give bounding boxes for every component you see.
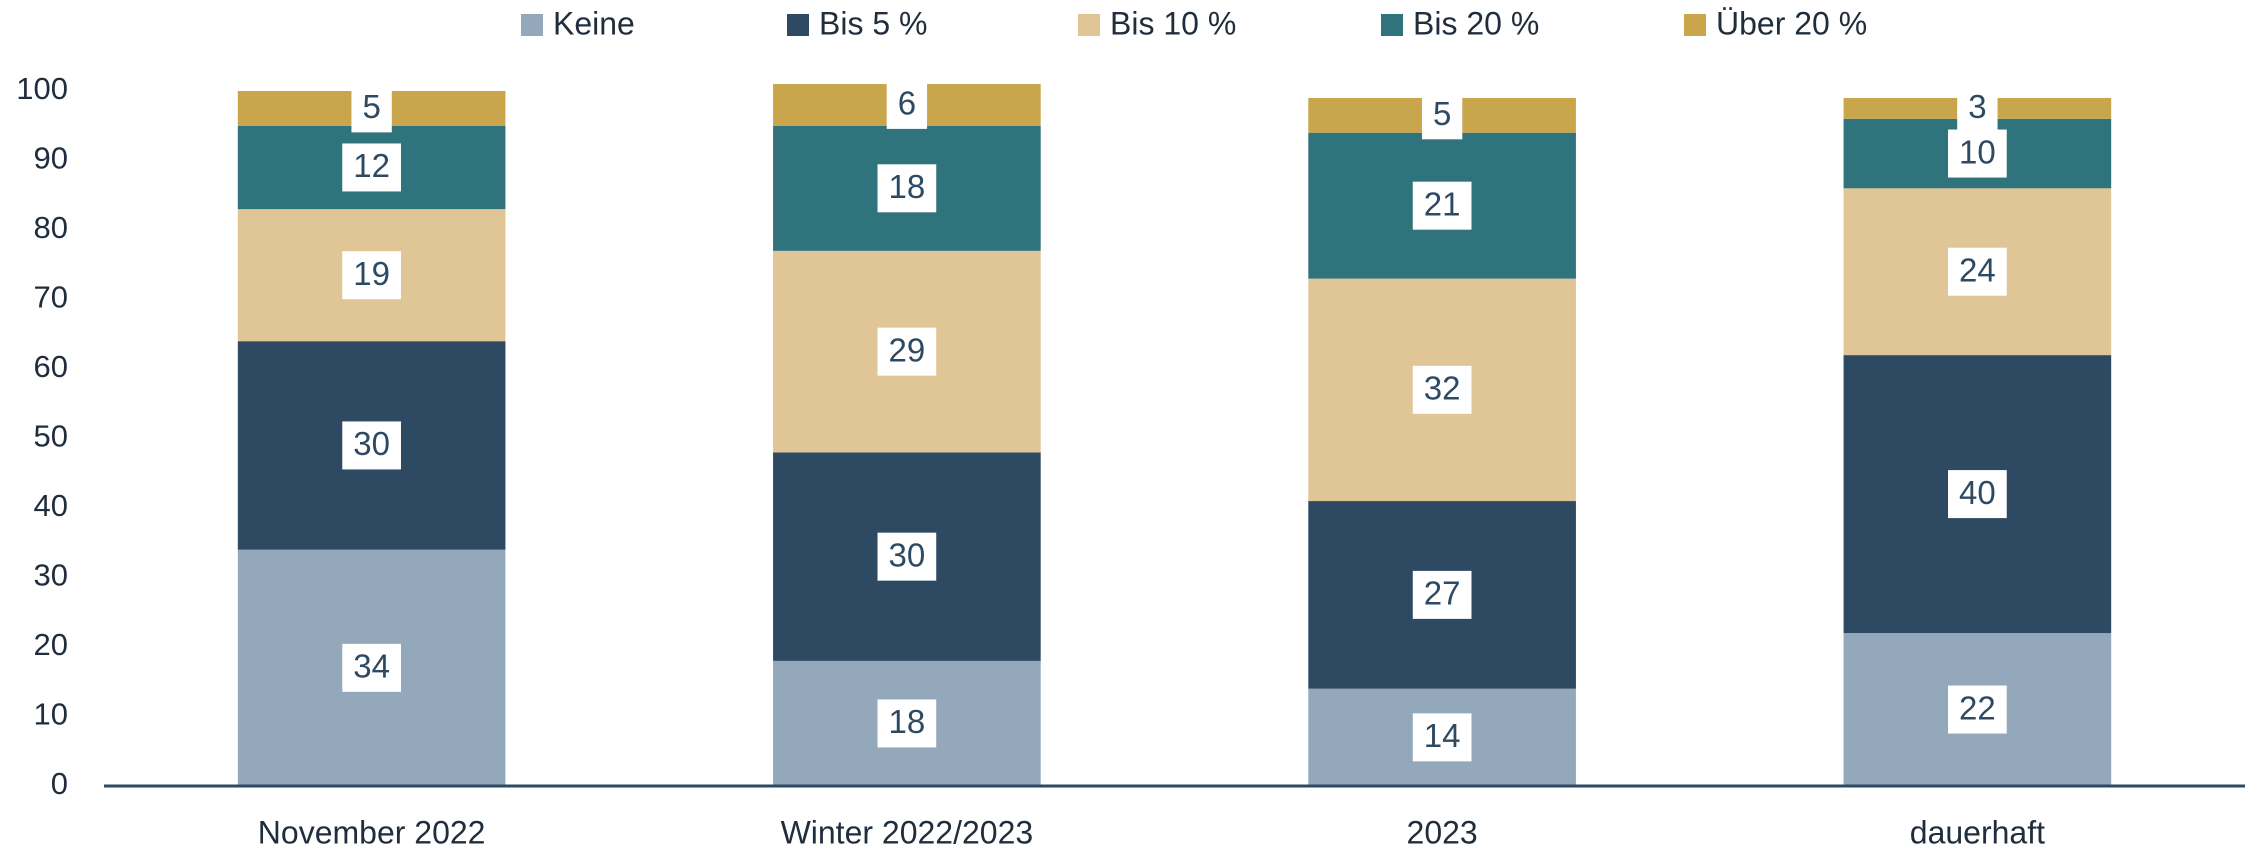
data-label-text: 21 [1424, 185, 1461, 222]
data-label: 29 [877, 327, 937, 376]
data-label-text: 24 [1959, 251, 1996, 288]
data-label: 30 [342, 421, 401, 470]
legend-swatch [1684, 14, 1706, 36]
data-label-box [1421, 91, 1463, 140]
y-tick-label: 80 [34, 210, 68, 245]
data-label: 5 [351, 84, 392, 133]
y-tick-label: 50 [34, 419, 68, 454]
data-label-text: 18 [889, 703, 926, 740]
data-label-text: 32 [1424, 370, 1461, 407]
data-label: 14 [1412, 713, 1472, 762]
legend-label: Bis 10 % [1110, 5, 1236, 41]
data-label-box [342, 251, 401, 300]
legend-swatch [1078, 14, 1100, 36]
legend-label: Bis 20 % [1413, 5, 1539, 41]
data-label-text: 18 [889, 168, 926, 205]
data-label-text: 3 [1968, 88, 1986, 125]
data-label-box [1948, 470, 2007, 519]
data-label-text: 5 [362, 88, 380, 125]
data-label: 30 [877, 532, 937, 581]
data-label: 40 [1948, 470, 2007, 519]
data-label-text: 40 [1959, 474, 1996, 511]
data-label: 10 [1948, 129, 2007, 178]
data-label-text: 14 [1424, 717, 1461, 754]
data-label-text: 19 [353, 255, 390, 292]
data-label-box [886, 80, 928, 129]
data-label-box [1412, 181, 1472, 230]
data-label-text: 22 [1959, 689, 1996, 726]
data-label: 6 [886, 80, 928, 129]
x-tick-label: November 2022 [258, 814, 486, 850]
data-label-box [1412, 365, 1472, 414]
data-label-text: 30 [889, 536, 926, 573]
y-tick-label: 30 [34, 558, 68, 593]
data-label-box [342, 143, 401, 192]
data-label-box [877, 699, 937, 748]
data-label: 22 [1948, 685, 2007, 734]
data-label-text: 5 [1433, 95, 1451, 132]
data-label: 34 [342, 643, 401, 692]
data-label-box [351, 84, 392, 133]
data-label-text: 10 [1959, 133, 1996, 170]
data-label-box [1948, 247, 2007, 296]
y-tick-label: 60 [34, 349, 68, 384]
data-label-box [1948, 129, 2007, 178]
y-tick-label: 90 [34, 141, 68, 176]
data-label: 18 [877, 699, 937, 748]
data-label: 19 [342, 251, 401, 300]
data-label-box [877, 327, 937, 376]
y-tick-label: 40 [34, 488, 68, 523]
data-label: 24 [1948, 247, 2007, 296]
legend-label: Keine [553, 5, 635, 41]
data-label-box [1957, 84, 1998, 133]
data-label: 32 [1412, 365, 1472, 414]
data-label: 3 [1957, 84, 1998, 133]
x-tick-label: Winter 2022/2023 [781, 814, 1034, 850]
x-tick-label: dauerhaft [1910, 814, 2045, 850]
data-label-text: 34 [353, 648, 390, 685]
data-label-box [1412, 713, 1472, 762]
legend-label: Über 20 % [1716, 5, 1867, 41]
legend-swatch [1381, 14, 1403, 36]
data-label-text: 27 [1424, 575, 1461, 612]
data-label-text: 30 [353, 425, 390, 462]
data-label: 21 [1412, 181, 1472, 230]
legend-swatch [521, 14, 543, 36]
data-label-text: 6 [898, 85, 916, 122]
data-label-text: 12 [353, 147, 390, 184]
data-label-box [877, 532, 937, 581]
y-tick-label: 20 [34, 627, 68, 662]
data-label-box [1412, 570, 1472, 619]
data-label: 18 [877, 164, 937, 213]
data-label-box [342, 643, 401, 692]
x-tick-label: 2023 [1407, 814, 1478, 850]
data-label: 27 [1412, 570, 1472, 619]
y-tick-label: 70 [34, 280, 68, 315]
data-label: 12 [342, 143, 401, 192]
data-label-box [877, 164, 937, 213]
data-label-box [342, 421, 401, 470]
y-tick-label: 10 [34, 697, 68, 732]
y-tick-label: 100 [16, 71, 68, 106]
legend-label: Bis 5 % [819, 5, 927, 41]
y-tick-label: 0 [51, 766, 68, 801]
data-label-box [1948, 685, 2007, 734]
data-label: 5 [1421, 91, 1463, 140]
legend-swatch [787, 14, 809, 36]
data-label-text: 29 [889, 331, 926, 368]
